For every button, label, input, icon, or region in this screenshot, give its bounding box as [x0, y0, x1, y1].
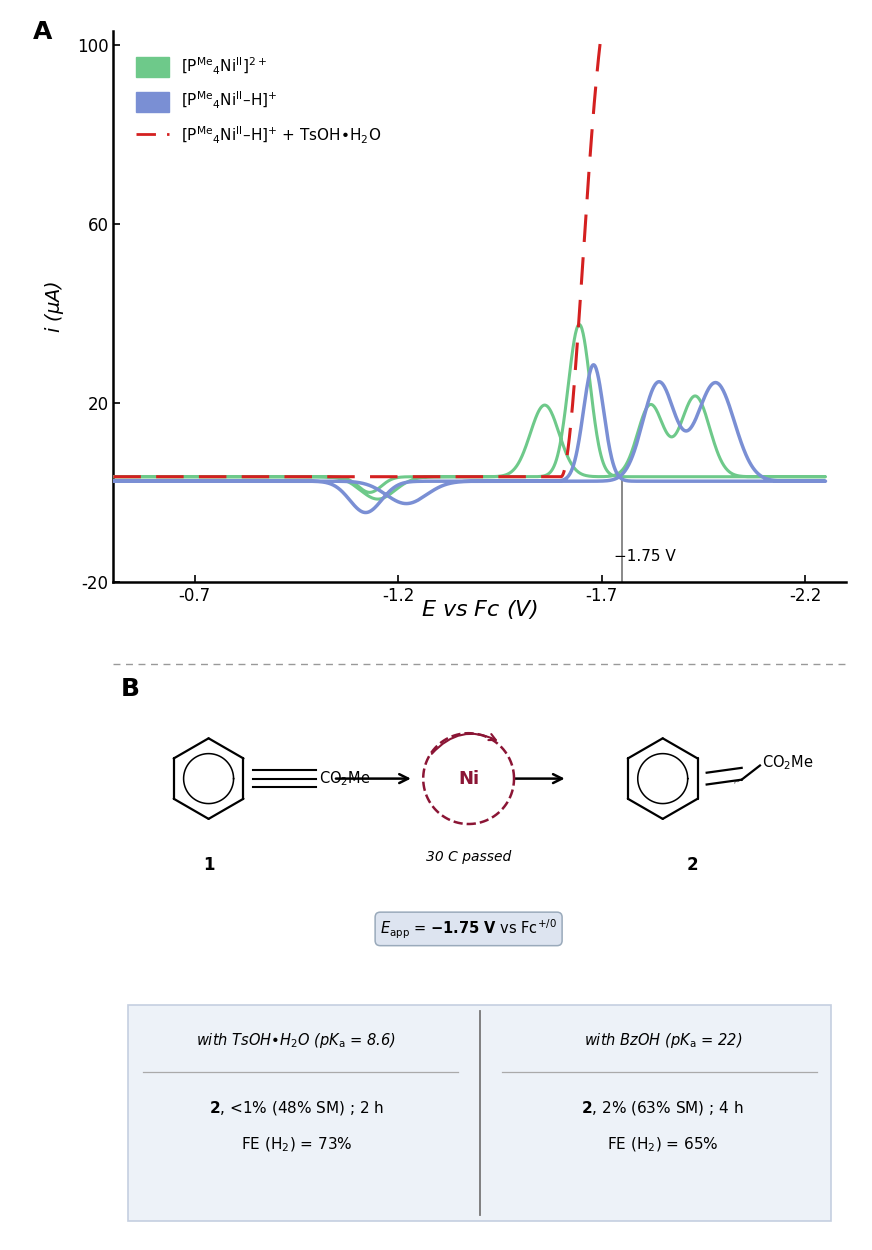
Text: A: A [33, 20, 52, 44]
Text: $\it{with}$ BzOH (p$K_{\rm a}$ = 22): $\it{with}$ BzOH (p$K_{\rm a}$ = 22) [583, 1031, 742, 1050]
Legend: [P$^{\rm Me}$$_4$Ni$^{\rm II}$]$^{2+}$, [P$^{\rm Me}$$_4$Ni$^{\rm II}$–H]$^{+}$,: [P$^{\rm Me}$$_4$Ni$^{\rm II}$]$^{2+}$, … [136, 55, 382, 146]
Text: $E$ $\it{vs}$ $\it{Fc}$ (V): $E$ $\it{vs}$ $\it{Fc}$ (V) [421, 599, 538, 621]
Text: FE (H$_2$) = 65%: FE (H$_2$) = 65% [607, 1135, 719, 1154]
Text: 1: 1 [203, 856, 215, 874]
Text: $\mathbf{2}$, <1% (48% SM) ; 2 h: $\mathbf{2}$, <1% (48% SM) ; 2 h [208, 1099, 385, 1118]
Text: ~: ~ [732, 775, 745, 789]
Text: CO$_2$Me: CO$_2$Me [762, 752, 814, 771]
Text: 30 C passed: 30 C passed [426, 850, 511, 864]
FancyBboxPatch shape [128, 1005, 831, 1221]
Text: Ni: Ni [458, 770, 480, 788]
Y-axis label: $i$ (μA): $i$ (μA) [43, 280, 65, 332]
Text: 2: 2 [686, 856, 698, 874]
Text: B: B [120, 678, 140, 701]
Text: CO$_2$Me: CO$_2$Me [319, 769, 371, 788]
Text: −1.75 V: −1.75 V [614, 549, 676, 564]
Text: FE (H$_2$) = 73%: FE (H$_2$) = 73% [241, 1135, 352, 1154]
Text: $E_{\rm app}$ = $\mathbf{-1.75}$ $\mathbf{V}$ vs Fc$^{+/0}$: $E_{\rm app}$ = $\mathbf{-1.75}$ $\mathb… [380, 918, 557, 940]
Text: $\it{with}$ TsOH•H$_2$O (p$K_{\rm a}$ = 8.6): $\it{with}$ TsOH•H$_2$O (p$K_{\rm a}$ = … [196, 1031, 397, 1050]
Text: $\mathbf{2}$, 2% (63% SM) ; 4 h: $\mathbf{2}$, 2% (63% SM) ; 4 h [582, 1099, 744, 1118]
